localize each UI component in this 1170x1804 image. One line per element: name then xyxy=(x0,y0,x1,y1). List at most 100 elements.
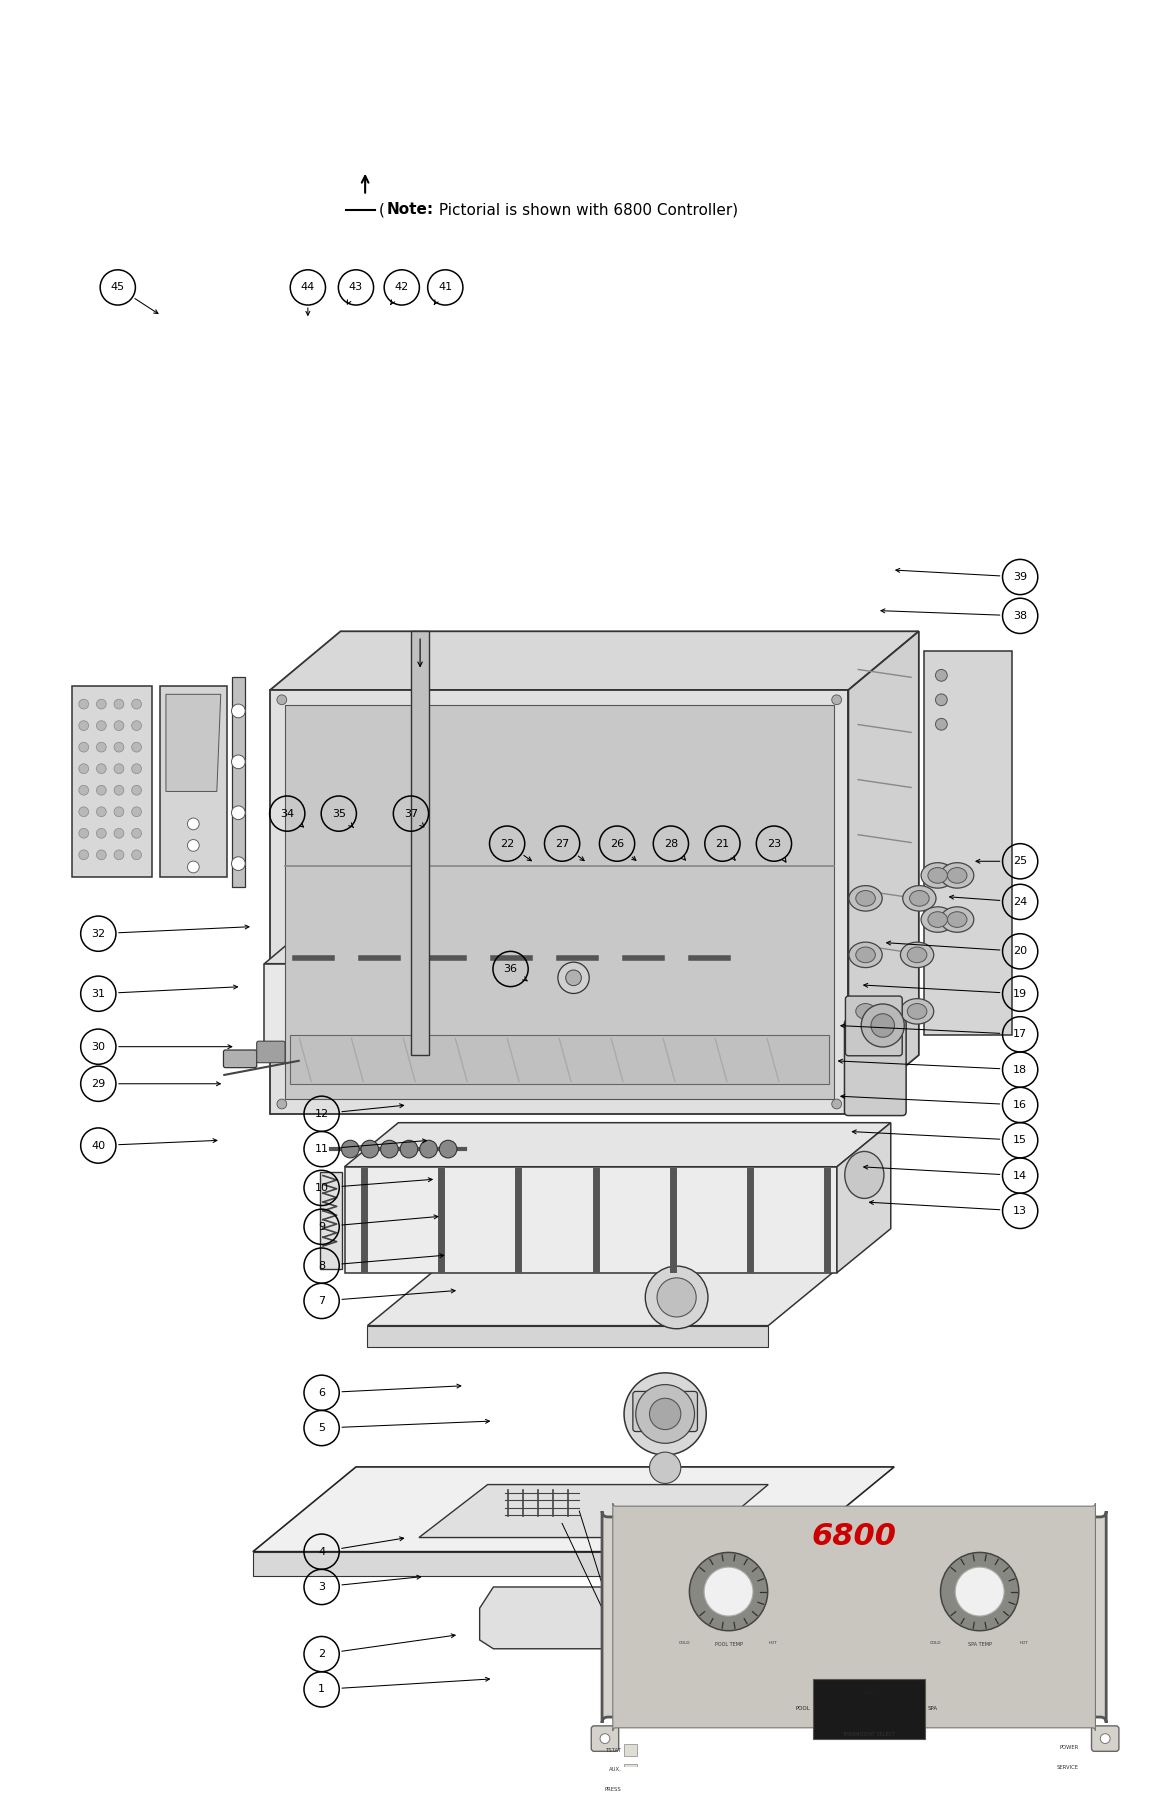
Text: 23: 23 xyxy=(766,839,782,848)
Circle shape xyxy=(113,785,124,796)
Text: 3: 3 xyxy=(318,1582,325,1591)
Text: POWER: POWER xyxy=(1060,1744,1079,1750)
Text: POOL TEMP: POOL TEMP xyxy=(715,1642,743,1647)
Circle shape xyxy=(232,704,246,718)
Circle shape xyxy=(689,1553,768,1631)
Text: 22: 22 xyxy=(500,839,515,848)
Circle shape xyxy=(936,718,948,731)
FancyBboxPatch shape xyxy=(256,1041,285,1063)
Circle shape xyxy=(861,1005,904,1046)
Text: THERMOSTAT SELECT: THERMOSTAT SELECT xyxy=(842,1732,895,1737)
Text: 16: 16 xyxy=(1013,1100,1027,1109)
Circle shape xyxy=(96,722,106,731)
Text: 11: 11 xyxy=(315,1144,329,1155)
Circle shape xyxy=(870,1014,895,1037)
Ellipse shape xyxy=(928,868,948,884)
Text: POOL: POOL xyxy=(796,1707,810,1712)
Polygon shape xyxy=(253,1551,791,1577)
Text: 10: 10 xyxy=(315,1183,329,1192)
FancyBboxPatch shape xyxy=(1092,1726,1119,1752)
Text: 8: 8 xyxy=(318,1261,325,1270)
Text: 6: 6 xyxy=(318,1387,325,1398)
Ellipse shape xyxy=(907,1003,927,1019)
Circle shape xyxy=(400,1140,418,1158)
Ellipse shape xyxy=(849,999,882,1025)
Ellipse shape xyxy=(855,891,875,906)
Polygon shape xyxy=(166,695,221,792)
Circle shape xyxy=(704,1568,753,1616)
Circle shape xyxy=(558,962,590,994)
Circle shape xyxy=(113,722,124,731)
Ellipse shape xyxy=(849,886,882,911)
Circle shape xyxy=(566,971,581,985)
Text: O
OFF: O OFF xyxy=(863,1685,874,1696)
FancyBboxPatch shape xyxy=(624,1744,638,1757)
Ellipse shape xyxy=(921,907,955,933)
Ellipse shape xyxy=(909,891,929,906)
Text: 13: 13 xyxy=(1013,1205,1027,1216)
Polygon shape xyxy=(367,1270,837,1326)
FancyBboxPatch shape xyxy=(160,687,227,877)
Circle shape xyxy=(113,828,124,839)
FancyBboxPatch shape xyxy=(845,1019,906,1115)
Circle shape xyxy=(132,700,142,709)
Circle shape xyxy=(832,1099,841,1109)
Circle shape xyxy=(649,1398,681,1429)
Circle shape xyxy=(232,857,246,871)
Circle shape xyxy=(132,722,142,731)
Polygon shape xyxy=(253,1467,894,1551)
Circle shape xyxy=(624,1373,707,1456)
Text: (: ( xyxy=(379,202,385,216)
Text: 28: 28 xyxy=(663,839,677,848)
Circle shape xyxy=(277,695,287,705)
Ellipse shape xyxy=(948,868,966,884)
FancyBboxPatch shape xyxy=(603,1512,1106,1723)
Text: 25: 25 xyxy=(1013,857,1027,866)
FancyBboxPatch shape xyxy=(613,1503,1095,1730)
Text: 1: 1 xyxy=(318,1685,325,1694)
Polygon shape xyxy=(344,1122,890,1167)
Ellipse shape xyxy=(921,862,955,888)
Text: 40: 40 xyxy=(91,1140,105,1151)
Text: 39: 39 xyxy=(1013,572,1027,583)
Circle shape xyxy=(113,806,124,817)
Circle shape xyxy=(277,1099,287,1109)
Text: 45: 45 xyxy=(111,283,125,292)
Ellipse shape xyxy=(907,947,927,963)
Circle shape xyxy=(649,1452,681,1483)
Text: 31: 31 xyxy=(91,989,105,999)
Circle shape xyxy=(113,741,124,752)
Circle shape xyxy=(132,763,142,774)
Circle shape xyxy=(622,1598,730,1707)
Polygon shape xyxy=(269,1023,738,1061)
Ellipse shape xyxy=(845,1151,883,1198)
Circle shape xyxy=(658,1277,696,1317)
Text: 38: 38 xyxy=(1013,612,1027,621)
Text: 6800: 6800 xyxy=(812,1523,896,1551)
Text: 36: 36 xyxy=(503,963,517,974)
FancyBboxPatch shape xyxy=(813,1680,925,1739)
Circle shape xyxy=(420,1140,438,1158)
Circle shape xyxy=(78,785,89,796)
Text: 4: 4 xyxy=(318,1546,325,1557)
Ellipse shape xyxy=(928,911,948,927)
Text: 14: 14 xyxy=(1013,1171,1027,1180)
Text: 44: 44 xyxy=(301,283,315,292)
Polygon shape xyxy=(344,1167,837,1272)
Text: 21: 21 xyxy=(715,839,729,848)
Text: 19: 19 xyxy=(1013,989,1027,999)
Polygon shape xyxy=(367,1326,769,1348)
Circle shape xyxy=(232,756,246,769)
Circle shape xyxy=(936,695,948,705)
Polygon shape xyxy=(264,963,700,1061)
Circle shape xyxy=(232,806,246,819)
Text: HOT: HOT xyxy=(1019,1640,1028,1645)
Circle shape xyxy=(439,1140,457,1158)
Text: SPA: SPA xyxy=(928,1707,938,1712)
FancyBboxPatch shape xyxy=(232,676,246,888)
Polygon shape xyxy=(837,1122,890,1272)
Ellipse shape xyxy=(855,947,875,963)
Ellipse shape xyxy=(849,942,882,967)
Text: 26: 26 xyxy=(610,839,624,848)
Circle shape xyxy=(132,785,142,796)
